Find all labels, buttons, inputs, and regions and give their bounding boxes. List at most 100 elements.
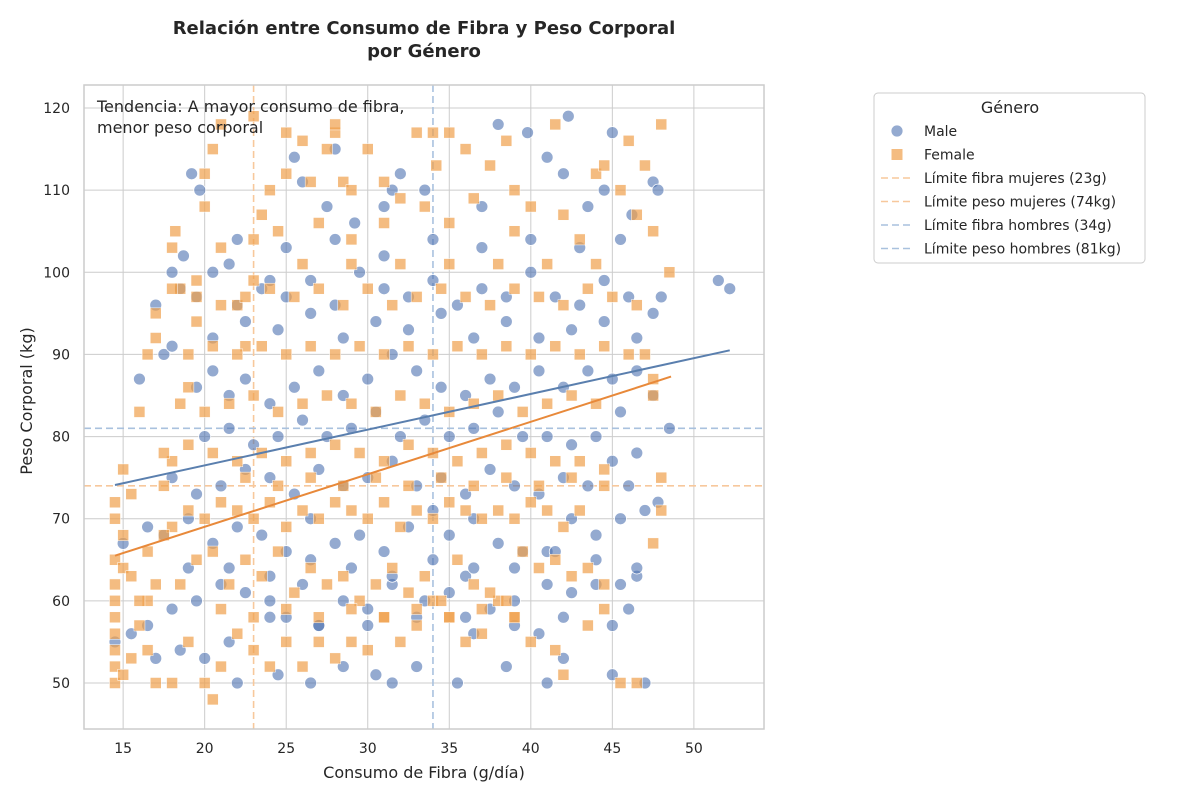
female-point <box>239 340 252 352</box>
female-point <box>169 225 182 237</box>
female-point <box>109 554 121 566</box>
female-point <box>663 266 676 279</box>
male-point <box>263 610 277 624</box>
male-point <box>475 282 489 296</box>
male-point <box>133 372 146 386</box>
legend-title: Género <box>981 98 1039 117</box>
female-point <box>133 619 146 632</box>
female-point <box>492 504 504 517</box>
male-point <box>369 315 383 328</box>
male-point <box>296 413 309 427</box>
y-axis-ticks: 50 60 70 80 90 100 110 120 <box>43 101 70 692</box>
female-point <box>533 480 545 492</box>
male-point <box>185 167 199 181</box>
female-point <box>655 504 668 517</box>
female-point <box>190 274 203 287</box>
female-point <box>345 504 358 517</box>
female-point <box>386 299 398 311</box>
female-point <box>125 652 138 665</box>
male-point <box>565 438 578 452</box>
female-point <box>321 143 333 155</box>
female-point <box>150 332 162 344</box>
female-point <box>280 636 292 648</box>
female-point <box>476 348 488 361</box>
female-point <box>223 397 235 410</box>
female-point <box>525 636 537 648</box>
female-point <box>476 603 488 615</box>
male-point <box>279 241 293 255</box>
male-point <box>491 405 505 419</box>
legend-entries: Male Female Límite fibra mujeres (23g) Lími… <box>881 124 1121 258</box>
male-point <box>499 315 513 328</box>
male-point <box>630 561 644 575</box>
female-point <box>557 299 570 311</box>
female-point <box>247 389 260 402</box>
male-point <box>573 298 587 312</box>
female-point <box>402 439 415 451</box>
female-point <box>606 291 619 303</box>
female-point <box>427 126 439 139</box>
male-point <box>508 380 521 394</box>
female-point <box>109 611 121 624</box>
female-point <box>484 299 496 311</box>
female-point <box>476 447 488 459</box>
male-point <box>622 479 636 493</box>
female-point <box>272 480 284 492</box>
female-point <box>353 340 366 352</box>
female-point <box>467 480 480 492</box>
female-point <box>133 595 146 607</box>
male-point <box>589 528 603 542</box>
male-point <box>361 619 375 632</box>
female-point <box>557 521 570 533</box>
female-point <box>419 397 431 410</box>
male-point <box>141 520 154 534</box>
female-point <box>231 455 244 467</box>
male-point <box>230 520 244 534</box>
female-point <box>215 660 227 673</box>
female-point <box>410 619 423 632</box>
male-point <box>198 430 212 443</box>
female-point <box>304 176 317 188</box>
female-point <box>280 521 292 533</box>
female-point <box>484 586 496 599</box>
male-point <box>524 233 538 246</box>
female-point <box>525 200 537 213</box>
female-point <box>133 406 146 418</box>
female-point <box>508 611 521 624</box>
female-point <box>141 545 154 558</box>
female-point <box>557 669 570 681</box>
legend-entry-label: Límite peso mujeres (74kg) <box>924 195 1116 211</box>
male-point <box>222 421 236 435</box>
female-point <box>565 389 578 402</box>
male-point <box>426 233 440 246</box>
trend-annotation-line-1: Tendencia: A mayor consumo de fibra, <box>96 97 405 116</box>
female-point <box>582 619 594 632</box>
legend-female-marker <box>891 149 903 160</box>
male-point <box>442 528 456 542</box>
female-point <box>280 348 292 361</box>
male-point <box>410 364 424 378</box>
male-point <box>239 586 252 600</box>
male-point <box>287 380 301 394</box>
female-point <box>280 603 292 615</box>
x-axis-ticks: 15 20 25 30 35 40 45 50 <box>114 741 703 757</box>
female-point <box>402 586 415 599</box>
female-point <box>508 512 521 525</box>
female-point <box>337 570 350 582</box>
female-point <box>345 233 358 246</box>
female-point <box>590 258 602 270</box>
male-point <box>581 364 595 378</box>
male-point <box>222 561 236 575</box>
female-point <box>549 455 562 467</box>
female-point <box>296 258 309 270</box>
male-point <box>723 282 737 296</box>
female-point <box>109 595 121 607</box>
female-point <box>337 480 350 492</box>
female-point <box>622 135 635 147</box>
male-point <box>459 610 472 624</box>
female-point <box>280 126 292 139</box>
male-point <box>540 430 554 443</box>
female-point <box>590 167 602 180</box>
male-point <box>426 553 440 567</box>
female-point <box>264 184 276 196</box>
